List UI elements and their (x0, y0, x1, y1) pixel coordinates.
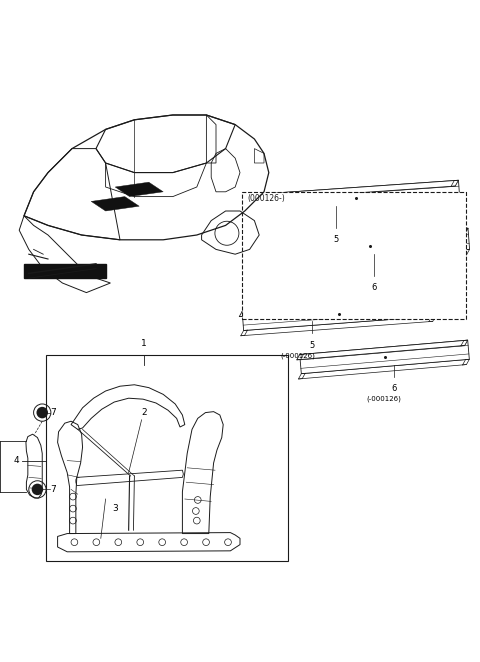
Polygon shape (300, 340, 469, 373)
Polygon shape (242, 297, 436, 330)
Text: 3: 3 (112, 504, 118, 513)
Text: 5: 5 (310, 341, 314, 350)
Polygon shape (252, 180, 460, 216)
Polygon shape (297, 340, 468, 360)
Bar (242, 192, 466, 319)
Polygon shape (91, 197, 139, 211)
Text: 6: 6 (372, 283, 377, 292)
Circle shape (36, 407, 48, 418)
Text: (-000126): (-000126) (280, 353, 315, 359)
Polygon shape (115, 182, 163, 197)
Polygon shape (299, 359, 469, 379)
Polygon shape (270, 250, 469, 269)
Text: 7: 7 (50, 485, 56, 494)
Polygon shape (251, 201, 460, 222)
Circle shape (32, 484, 43, 495)
Polygon shape (24, 263, 106, 278)
Polygon shape (240, 316, 436, 336)
Text: 2: 2 (142, 408, 147, 418)
Text: 6: 6 (391, 384, 396, 393)
Bar (46, 355, 288, 561)
Polygon shape (249, 180, 458, 201)
Text: 1: 1 (141, 339, 147, 348)
Polygon shape (271, 228, 469, 263)
Text: (-000126): (-000126) (367, 396, 401, 402)
Polygon shape (240, 297, 434, 316)
Text: (000126-): (000126-) (247, 194, 285, 203)
Text: 5: 5 (334, 235, 338, 244)
Text: 4: 4 (13, 456, 19, 465)
Text: 7: 7 (50, 408, 56, 417)
Polygon shape (268, 228, 468, 248)
